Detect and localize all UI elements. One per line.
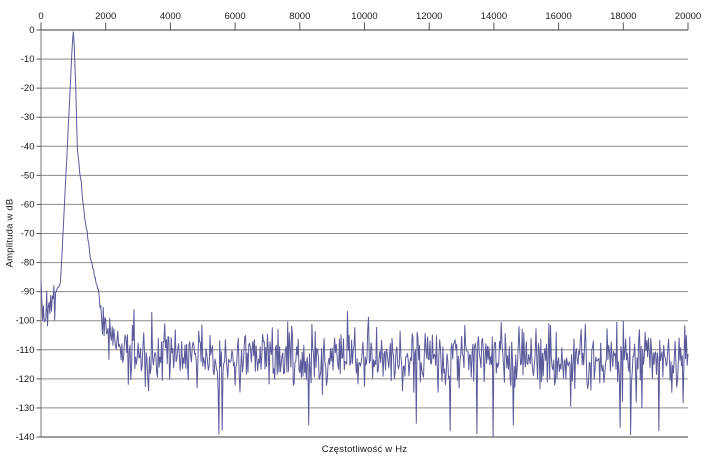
y-tick-label: -120 — [15, 374, 34, 385]
x-tick-label: 20000 — [675, 11, 701, 22]
y-tick-label: -10 — [21, 54, 35, 65]
x-tick-label: 8000 — [289, 11, 310, 22]
y-tick-label: -100 — [15, 316, 34, 327]
x-tick-label: 4000 — [160, 11, 181, 22]
y-tick-label: -130 — [15, 403, 34, 414]
y-tick-label: -90 — [21, 287, 35, 298]
y-tick-label: 0 — [29, 25, 34, 36]
y-tick-label: -30 — [21, 112, 35, 123]
x-axis-title: Częstotliwość w Hz — [321, 444, 408, 455]
y-tick-label: -110 — [16, 345, 34, 356]
y-tick-label: -70 — [21, 229, 35, 240]
x-tick-label: 12000 — [416, 11, 442, 22]
x-tick-label: 18000 — [610, 11, 636, 22]
x-tick-label: 14000 — [481, 11, 507, 22]
y-tick-label: -20 — [21, 83, 35, 94]
y-tick-label: -60 — [21, 199, 35, 210]
y-tick-label: -40 — [21, 141, 35, 152]
y-axis-title: Amplituda w dB — [4, 198, 16, 268]
x-tick-label: 10000 — [351, 11, 377, 22]
x-tick-label: 16000 — [545, 11, 571, 22]
y-tick-label: -50 — [21, 170, 35, 181]
x-tick-label: 2000 — [95, 11, 116, 22]
x-tick-label: 6000 — [225, 11, 246, 22]
x-tick-label: 0 — [38, 11, 43, 22]
y-tick-label: -140 — [15, 432, 34, 443]
y-tick-label: -80 — [21, 258, 35, 269]
spectrum-line — [40, 31, 689, 438]
